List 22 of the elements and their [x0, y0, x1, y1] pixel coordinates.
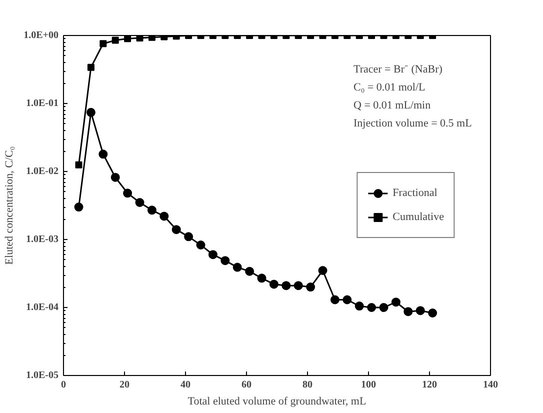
legend-label: Fractional [392, 187, 438, 199]
y-tick-label: 1.0E-03 [26, 234, 58, 245]
x-tick-label: 80 [302, 380, 312, 390]
x-tick-label: 0 [61, 380, 66, 390]
annotation: Q = 0.01 mL/min [354, 100, 432, 112]
x-tick-label: 20 [120, 380, 130, 390]
x-axis-title: Total eluted volume of groundwater, mL [188, 396, 366, 408]
annotation: Injection volume = 0.5 mL [354, 118, 472, 130]
annotation: C₀ = 0.01 mol/L [354, 82, 426, 94]
y-tick-label: 1.0E-02 [26, 166, 58, 177]
legend-label: Cumulative [392, 211, 444, 223]
y-axis-title: Eluted concentration, C/C₀ [4, 146, 16, 265]
annotation: Tracer = Br⁻ (NaBr) [354, 64, 443, 76]
x-tick-label: 60 [242, 380, 252, 390]
x-tick-label: 100 [361, 380, 376, 390]
y-tick-label: 1.0E+00 [24, 30, 59, 41]
x-tick-label: 140 [483, 380, 498, 390]
x-tick-label: 40 [180, 380, 190, 390]
y-tick-label: 1.0E-05 [26, 370, 58, 381]
y-tick-label: 1.0E-01 [26, 98, 58, 109]
x-tick-label: 120 [422, 380, 437, 390]
y-tick-label: 1.0E-04 [26, 302, 58, 313]
